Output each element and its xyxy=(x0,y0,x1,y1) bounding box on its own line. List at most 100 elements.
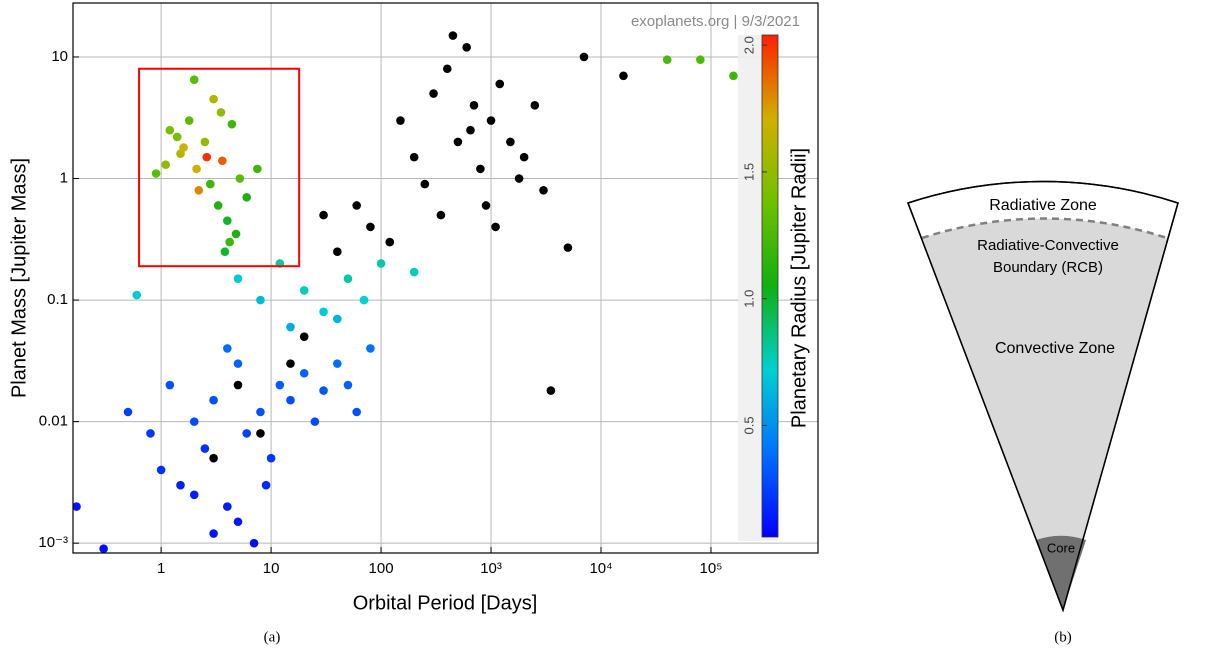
core-shape xyxy=(1036,535,1086,610)
planet-point xyxy=(409,152,419,162)
x-tick-label: 10³ xyxy=(480,560,502,577)
planet-point xyxy=(249,538,259,548)
planet-point xyxy=(213,201,223,210)
planet-point xyxy=(319,307,328,317)
boundary-label: Radiative-Convective xyxy=(977,237,1119,254)
convective-zone-shape xyxy=(922,218,1167,610)
overlay: 0.5 1.0 1.5 2.0 xyxy=(138,34,779,541)
planet-point xyxy=(442,64,452,74)
planet-point xyxy=(359,295,369,305)
planet-point xyxy=(231,229,241,239)
planet-point xyxy=(192,164,201,174)
planet-point xyxy=(73,502,81,511)
planet-point xyxy=(366,222,375,232)
planet-point xyxy=(420,179,430,189)
planet-point xyxy=(189,75,199,85)
planet-point xyxy=(253,164,262,174)
planet-point xyxy=(220,247,230,256)
colorbar-tick-label: 1.5 xyxy=(741,163,756,181)
y-tick-label: 1 xyxy=(60,169,68,186)
y-axis-label: Planet Mass [Jupiter Mass] xyxy=(8,158,30,398)
planet-point xyxy=(514,174,524,183)
planet-point xyxy=(189,417,199,426)
planet-point xyxy=(194,185,204,195)
planet-point xyxy=(469,101,479,110)
planet-point xyxy=(462,43,471,52)
y-tick-label: 0.01 xyxy=(39,413,68,430)
planet-point xyxy=(563,243,573,252)
planet-point xyxy=(132,290,142,300)
planet-point xyxy=(310,417,320,426)
x-tick-label: 100 xyxy=(369,560,394,577)
planet-point xyxy=(539,185,548,195)
planet-point xyxy=(223,216,232,225)
planet-point xyxy=(530,101,540,110)
points xyxy=(73,31,738,553)
planet-point xyxy=(385,237,395,247)
planet-point xyxy=(151,169,161,178)
planet-point xyxy=(218,156,227,166)
planet-point xyxy=(319,210,328,220)
planet-point xyxy=(200,444,210,453)
planet-point xyxy=(286,395,295,405)
planet-point xyxy=(376,259,386,268)
planet-point xyxy=(242,429,251,438)
colorbar-tick-label: 1.0 xyxy=(741,290,756,308)
planet-point xyxy=(176,480,185,490)
planet-point xyxy=(352,407,361,417)
planet-point xyxy=(179,143,188,152)
planet-point xyxy=(436,210,446,220)
planet-point xyxy=(486,116,496,125)
planet-point xyxy=(165,380,175,390)
planet-point xyxy=(256,295,265,305)
grid xyxy=(73,3,818,553)
planet-point xyxy=(233,359,243,368)
planet-point xyxy=(319,386,328,395)
planet-point xyxy=(223,502,232,511)
planet-point xyxy=(429,89,438,98)
y-tick-label: 10 xyxy=(51,48,68,65)
radiative-zone-label: Radiative Zone xyxy=(989,197,1097,214)
planet-point xyxy=(333,314,342,324)
planet-point xyxy=(233,380,243,390)
planet-point xyxy=(123,407,133,417)
planet-point xyxy=(519,152,529,162)
planet-point xyxy=(200,137,210,147)
planet-point xyxy=(343,274,353,283)
planet-point xyxy=(506,137,515,147)
caption-b: (b) xyxy=(1054,629,1072,645)
planet-point xyxy=(396,116,405,125)
planet-point xyxy=(275,380,285,390)
planet-point xyxy=(172,132,182,142)
colorbar-tick-label: 0.5 xyxy=(741,416,756,434)
colorbar-label: Planetary Radius [Jupiter Radii] xyxy=(788,148,810,428)
x-tick-label: 1 xyxy=(157,560,165,577)
planet-point xyxy=(343,380,353,390)
planet-point xyxy=(366,344,375,353)
planet-point xyxy=(333,359,342,368)
planet-point xyxy=(476,164,485,174)
planet-point xyxy=(409,267,419,277)
y-tick-label: 0.1 xyxy=(47,291,68,308)
planet-point xyxy=(184,116,194,125)
planet-point xyxy=(256,407,265,417)
planet-point xyxy=(696,55,705,64)
planet-point xyxy=(256,429,265,438)
core-label: Core xyxy=(1047,540,1075,555)
planet-point xyxy=(299,286,309,295)
planet-point xyxy=(165,125,175,135)
planet-point xyxy=(546,386,556,395)
planet-point xyxy=(286,322,295,332)
planet-point xyxy=(299,368,309,378)
planet-point xyxy=(189,490,199,500)
planet-point xyxy=(286,359,295,368)
planet-point xyxy=(205,179,215,189)
planet-point xyxy=(209,453,218,463)
planet-point xyxy=(227,119,237,129)
colorbar xyxy=(761,34,779,538)
wedge-outline xyxy=(907,180,1179,613)
planet-point xyxy=(161,160,170,169)
convective-zone-label: Convective Zone xyxy=(995,340,1115,357)
planet-point xyxy=(242,193,251,202)
